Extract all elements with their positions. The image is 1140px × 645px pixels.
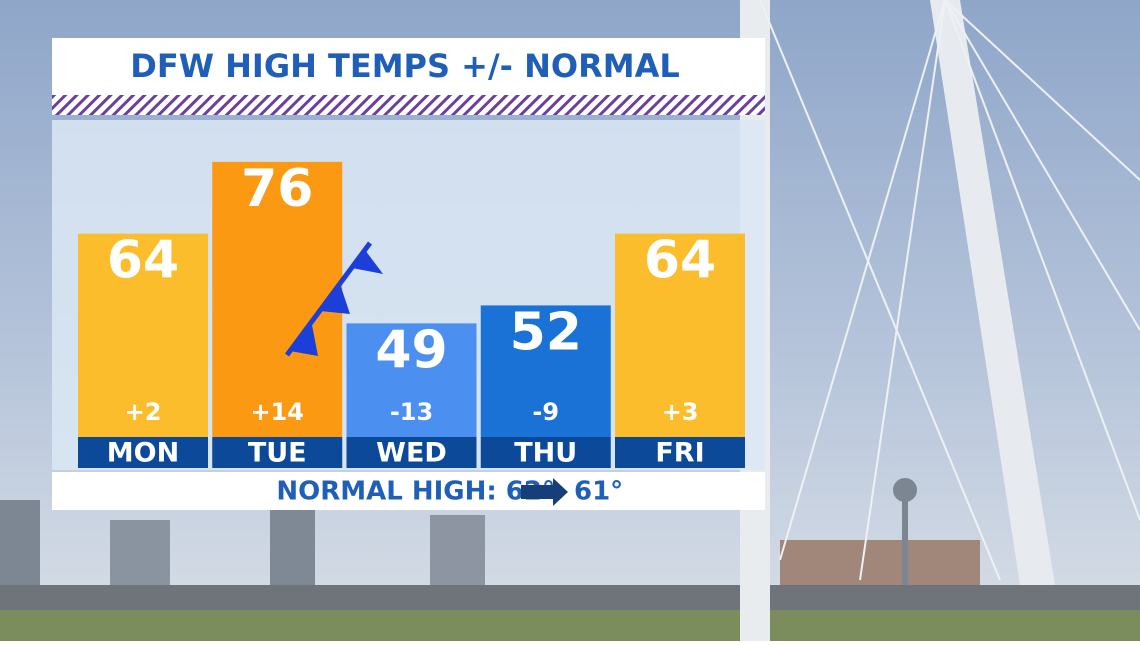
day-strip: [615, 437, 745, 468]
departure-label: -9: [532, 398, 559, 426]
bar: [78, 233, 208, 437]
bar: [480, 305, 611, 437]
cold-front: [284, 241, 383, 357]
x-tick-label: THU: [514, 438, 577, 469]
day-strip: [212, 437, 343, 468]
normal-bar: [52, 472, 765, 510]
departure-label: +3: [662, 398, 699, 426]
value-label: 49: [375, 320, 447, 380]
arrow: [521, 478, 568, 506]
x-tick-label: WED: [376, 438, 447, 469]
departure-label: +14: [250, 398, 304, 426]
normal-high-label: NORMAL HIGH: 62°: [276, 477, 555, 507]
chart-title: DFW HIGH TEMPS +/- NORMAL: [130, 47, 679, 85]
departure-label: +2: [125, 398, 162, 426]
day-strip: [346, 437, 477, 468]
departure-label: -13: [390, 398, 433, 426]
x-tick-label: FRI: [655, 438, 704, 469]
value-label: 64: [644, 231, 716, 291]
x-tick-label: MON: [107, 438, 179, 469]
day-strip: [78, 437, 208, 468]
bar: [615, 233, 745, 437]
value-label: 76: [241, 159, 313, 219]
bars: 64 +2 MON 76 +14 TUE 49 -13 WED 52 -9 THU 64 +3 FRI: [78, 159, 745, 469]
value-label: 64: [107, 231, 179, 291]
x-tick-label: TUE: [248, 438, 307, 469]
normal-high-next: 61°: [574, 477, 623, 507]
bar: [346, 323, 477, 437]
bar: [212, 161, 343, 437]
day-strip: [480, 437, 611, 468]
title-bar: [52, 38, 765, 95]
hatch-stripe: [52, 95, 765, 115]
value-label: 52: [510, 302, 582, 362]
